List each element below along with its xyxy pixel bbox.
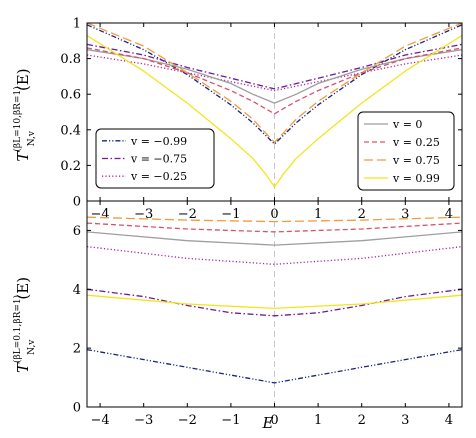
legend-label: v = 0 xyxy=(392,118,422,131)
bottom-series-line-1 xyxy=(87,288,462,317)
top-y-label-arg: (E) xyxy=(14,68,32,91)
top-y-tick-label: 0.8 xyxy=(60,52,81,67)
top-y-tick-label: 0.4 xyxy=(60,123,81,138)
bottom-y-tick-label: 6 xyxy=(73,224,81,239)
bottom-y-tick-label: 2 xyxy=(73,342,81,357)
top-y-tick-label: 0.2 xyxy=(60,159,81,174)
bottom-x-tick-label: −1 xyxy=(221,413,240,428)
x-axis-label: E xyxy=(262,414,274,432)
top-series-line-2 xyxy=(87,54,462,92)
bottom-y-axis-label: T(βL=0.1,βR=1) N,v (E) xyxy=(12,277,37,373)
top-x-tick-label: 3 xyxy=(401,207,409,222)
legend-label: v = 0.75 xyxy=(392,154,440,167)
top-series-line-1 xyxy=(87,43,462,90)
top-series-line-5 xyxy=(87,23,462,143)
bottom-x-tick-label: 2 xyxy=(358,413,366,428)
top-y-label-main: T xyxy=(14,151,32,162)
top-y-tick-label: 1 xyxy=(73,17,81,32)
bottom-series-line-2 xyxy=(87,245,462,265)
bottom-y-label-sub: N,v xyxy=(27,339,37,355)
bottom-x-tick-label: −4 xyxy=(90,413,109,428)
top-y-tick-label: 0.6 xyxy=(60,88,81,103)
legend-label: v = 0.99 xyxy=(392,172,440,185)
top-series-line-4 xyxy=(87,47,462,115)
bottom-y-tick-label: 0 xyxy=(73,401,81,416)
bottom-y-label-sup: (βL=0.1,βR=1) xyxy=(12,295,23,363)
top-series-line-3 xyxy=(87,49,462,104)
top-x-tick-label: −4 xyxy=(90,207,109,222)
top-y-tick-label: 0 xyxy=(73,195,81,210)
top-x-tick-label: 1 xyxy=(314,207,322,222)
top-y-label-sup: (βL=10,βR=1) xyxy=(12,86,23,151)
bottom-x-tick-label: 0 xyxy=(270,413,278,428)
legend-label: v = 0.25 xyxy=(392,136,440,149)
legend-lower-right: v = 0 v = 0.25 v = 0.75 v = 0.99 xyxy=(357,111,455,191)
bottom-series-line-3 xyxy=(87,231,462,246)
top-x-tick-label: −3 xyxy=(134,207,153,222)
legend-box xyxy=(357,111,455,191)
svg-text:T(βL=0.1,βR=1)N,v(E): T(βL=0.1,βR=1) N,v (E) xyxy=(12,277,37,373)
top-y-label-sub: N,v xyxy=(27,130,37,146)
top-x-tick-label: −2 xyxy=(178,207,197,222)
bottom-series-line-4 xyxy=(87,222,462,233)
top-x-tick-label: 4 xyxy=(445,207,453,222)
svg-text:T(βL=10,βR=1)N,v(E): T(βL=10,βR=1) N,v (E) xyxy=(12,68,37,161)
legend-label: v = −0.25 xyxy=(130,170,187,183)
top-series-line-6 xyxy=(87,34,462,188)
legend-label: v = −0.75 xyxy=(130,153,187,166)
legend-box xyxy=(95,128,215,189)
bottom-y-label-main: T xyxy=(14,362,32,373)
top-x-tick-label: −1 xyxy=(221,207,240,222)
bottom-y-label-arg: (E) xyxy=(14,277,32,300)
bottom-y-tick-label: 4 xyxy=(73,283,81,298)
bottom-x-tick-label: 1 xyxy=(314,413,322,428)
bottom-series-line-0 xyxy=(87,348,462,384)
bottom-x-tick-label: 4 xyxy=(445,413,453,428)
bottom-x-tick-label: −2 xyxy=(178,413,197,428)
bottom-x-tick-label: 3 xyxy=(401,413,409,428)
top-panel: −4 −3 −2 −1 0 1 2 3 400.20.40.60.81v = −0.99v = … xyxy=(60,17,463,222)
legend-lower-left: v = −0.99 v = −0.75 v = −0.25 xyxy=(95,128,215,189)
bottom-series-line-5 xyxy=(87,216,462,223)
bottom-panel: −4 −3 −2 −1 0 1 2 3 4 0 2 4 6 xyxy=(73,200,463,428)
bottom-series-line-6 xyxy=(87,294,462,310)
bottom-x-tick-label: −3 xyxy=(134,413,153,428)
legend-label: v = −0.99 xyxy=(130,135,187,148)
top-y-axis-label: T(βL=10,βR=1) N,v (E) xyxy=(12,68,37,161)
top-x-tick-label: 2 xyxy=(358,207,366,222)
